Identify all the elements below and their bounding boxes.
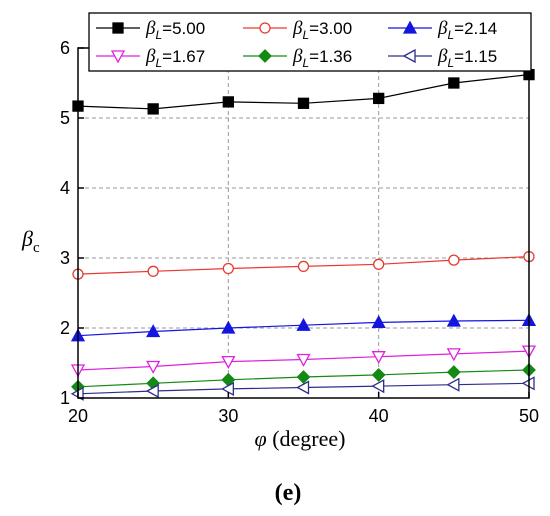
data-point bbox=[145, 383, 159, 399]
legend-item: βL=2.14 bbox=[388, 18, 497, 42]
data-point bbox=[297, 97, 310, 109]
legend-item: βL=1.67 bbox=[96, 46, 205, 70]
data-point bbox=[147, 103, 159, 115]
legend-item: βL=1.36 bbox=[243, 46, 352, 70]
legend-label: βL=1.67 bbox=[145, 46, 205, 70]
y-tick-label: 5 bbox=[60, 108, 70, 128]
data-point bbox=[371, 351, 386, 365]
series-3 bbox=[70, 312, 537, 342]
data-point bbox=[146, 324, 161, 338]
x-tick-label: 40 bbox=[369, 406, 389, 426]
data-point bbox=[371, 367, 386, 382]
legend-marker bbox=[259, 22, 271, 34]
y-axis-label: βc bbox=[21, 226, 40, 256]
legend-marker bbox=[110, 50, 126, 64]
y-tick-label: 2 bbox=[60, 318, 70, 338]
data-point bbox=[446, 348, 461, 362]
legend-label: βL=1.36 bbox=[292, 46, 352, 70]
data-point bbox=[146, 360, 161, 374]
data-point bbox=[373, 92, 385, 105]
data-point bbox=[446, 313, 461, 327]
data-point bbox=[371, 315, 386, 329]
data-point bbox=[220, 381, 234, 396]
data-point bbox=[222, 262, 234, 275]
data-point bbox=[296, 353, 311, 367]
legend-label: βL=3.00 bbox=[292, 18, 352, 42]
legend-label: βL=2.14 bbox=[437, 18, 497, 42]
data-point bbox=[296, 317, 311, 331]
x-tick-label: 50 bbox=[519, 406, 539, 426]
data-point bbox=[221, 320, 236, 334]
data-point bbox=[446, 377, 460, 392]
x-tick-label: 30 bbox=[218, 406, 238, 426]
y-tick-label: 1 bbox=[60, 388, 70, 408]
x-tick-label: 20 bbox=[68, 406, 88, 426]
legend-box bbox=[88, 12, 532, 72]
data-point bbox=[296, 370, 311, 384]
x-axis-label: φ (degree) bbox=[255, 426, 346, 451]
data-point bbox=[373, 258, 385, 270]
legend-item: βL=3.00 bbox=[243, 18, 352, 42]
legend-item: βL=1.15 bbox=[388, 46, 497, 70]
data-point bbox=[446, 365, 461, 380]
legend-marker bbox=[112, 22, 124, 34]
data-point bbox=[448, 254, 460, 266]
panel-label: (e) bbox=[275, 480, 302, 506]
y-tick-label: 3 bbox=[60, 248, 70, 268]
legend-item: βL=5.00 bbox=[96, 18, 205, 42]
y-tick-label: 4 bbox=[60, 178, 70, 198]
legend-marker bbox=[258, 49, 272, 63]
series-2 bbox=[72, 250, 535, 280]
legend-label: βL=5.00 bbox=[145, 18, 205, 42]
series-layer bbox=[70, 68, 537, 401]
legend-marker bbox=[402, 48, 416, 64]
axis-ticks: 20 30 40 50 1 2 3 4 5 6 bbox=[60, 38, 539, 426]
legend-marker bbox=[402, 20, 418, 34]
data-point bbox=[448, 77, 460, 89]
y-tick-label: 6 bbox=[60, 38, 70, 58]
data-point bbox=[296, 380, 310, 395]
series-1 bbox=[72, 68, 535, 115]
data-point bbox=[221, 355, 236, 369]
legend: βL=5.00 βL=3.00 βL=2.14 βL=1.67 βL=1.36 βL=1.… bbox=[88, 12, 532, 72]
data-point bbox=[147, 265, 159, 277]
data-point bbox=[371, 379, 385, 394]
data-point bbox=[297, 260, 310, 273]
data-point bbox=[222, 96, 234, 108]
legend-label: βL=1.15 bbox=[437, 46, 497, 70]
